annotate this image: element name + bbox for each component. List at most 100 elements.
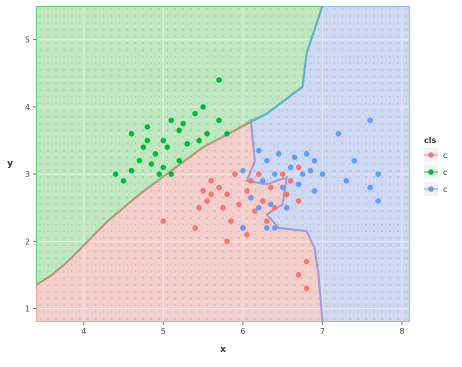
decision-boundaries xyxy=(36,6,410,322)
mesh-dots xyxy=(39,8,407,320)
data-point-class-2 xyxy=(335,130,342,137)
data-point-class-1 xyxy=(180,120,187,127)
data-point-class-2 xyxy=(279,184,286,191)
data-point-class-1 xyxy=(136,157,143,164)
legend-key-point xyxy=(428,169,434,175)
data-point-class-2 xyxy=(239,224,246,231)
data-point-class-1 xyxy=(112,171,119,177)
data-point-class-0 xyxy=(196,204,202,211)
data-point-class-0 xyxy=(208,177,214,184)
region-2 xyxy=(246,6,410,322)
data-point-class-2 xyxy=(283,204,290,211)
data-point-class-2 xyxy=(303,150,310,157)
legend-label: c xyxy=(443,168,447,177)
data-point-class-2 xyxy=(255,147,262,154)
y-tick-label: 5 xyxy=(25,36,30,45)
data-point-class-2 xyxy=(311,157,318,164)
data-point-class-0 xyxy=(243,187,250,194)
data-point-class-1 xyxy=(160,164,167,171)
data-point-class-2 xyxy=(271,171,278,177)
data-point-class-1 xyxy=(128,167,135,174)
data-point-class-1 xyxy=(120,177,127,184)
data-point-class-1 xyxy=(156,171,163,177)
data-point-class-0 xyxy=(231,171,238,177)
data-point-class-0 xyxy=(235,201,242,208)
data-point-class-0 xyxy=(303,258,310,265)
data-point-class-0 xyxy=(220,204,226,211)
data-point-class-2 xyxy=(259,177,266,184)
data-point-class-0 xyxy=(287,177,294,184)
data-point-class-2 xyxy=(271,224,278,231)
data-point-class-1 xyxy=(152,150,159,157)
data-point-class-2 xyxy=(299,171,306,177)
data-point-class-1 xyxy=(164,144,171,151)
data-point-class-1 xyxy=(216,117,222,124)
data-point-class-1 xyxy=(160,137,167,144)
data-point-class-0 xyxy=(251,208,258,214)
data-point-class-2 xyxy=(311,187,318,194)
data-point-class-2 xyxy=(263,157,270,164)
data-point-class-2 xyxy=(263,224,270,231)
legend-title: cls xyxy=(424,136,436,145)
data-point-class-2 xyxy=(343,177,350,184)
region-boundary-2 xyxy=(245,6,410,322)
data-point-class-0 xyxy=(267,184,274,191)
legend-label: c xyxy=(443,151,447,160)
x-tick-label: 5 xyxy=(161,327,166,336)
y-tick-label: 3 xyxy=(25,170,30,179)
data-point-class-0 xyxy=(224,238,230,245)
data-point-class-2 xyxy=(375,198,382,204)
data-point-class-0 xyxy=(259,198,266,204)
legend-key-point xyxy=(428,152,434,158)
data-point-class-0 xyxy=(247,177,254,184)
data-point-class-1 xyxy=(144,137,151,144)
y-tick-label: 2 xyxy=(25,237,30,246)
data-point-class-1 xyxy=(140,144,147,151)
region-1 xyxy=(36,6,323,285)
data-point-class-1 xyxy=(216,77,222,83)
legend-label: c xyxy=(443,185,447,194)
background-grid-dots xyxy=(39,8,407,320)
x-tick-label: 7 xyxy=(320,327,325,336)
data-point-class-2 xyxy=(275,150,282,157)
data-point-class-0 xyxy=(279,171,286,177)
data-point-class-0 xyxy=(271,204,278,211)
data-point-class-0 xyxy=(263,218,270,224)
data-point-class-1 xyxy=(128,130,135,137)
decision-regions xyxy=(36,6,410,322)
data-point-class-2 xyxy=(255,204,262,211)
data-point-class-0 xyxy=(295,164,302,171)
data-point-class-1 xyxy=(168,171,175,177)
data-point-class-0 xyxy=(160,218,167,224)
data-point-class-0 xyxy=(255,171,262,177)
x-tick-label: 4 xyxy=(81,327,86,336)
data-point-class-1 xyxy=(224,130,230,137)
data-point-class-1 xyxy=(148,161,155,167)
data-point-class-0 xyxy=(228,218,234,224)
data-point-class-0 xyxy=(208,191,214,198)
data-point-class-2 xyxy=(287,164,294,171)
legend: cls ccc xyxy=(424,136,447,196)
data-point-class-2 xyxy=(367,117,374,124)
y-tick-label: 4 xyxy=(25,103,30,112)
data-point-class-1 xyxy=(184,140,191,147)
data-point-class-0 xyxy=(243,231,250,238)
data-point-class-2 xyxy=(367,184,374,191)
data-point-class-2 xyxy=(239,167,246,174)
data-point-class-1 xyxy=(144,124,151,130)
data-point-class-0 xyxy=(283,191,290,198)
data-point-class-0 xyxy=(204,198,210,204)
x-tick-label: 8 xyxy=(399,327,404,336)
data-point-class-2 xyxy=(295,181,302,188)
data-point-class-0 xyxy=(200,187,206,194)
region-0 xyxy=(36,120,323,322)
data-point-class-2 xyxy=(267,201,274,208)
data-point-class-0 xyxy=(295,271,302,278)
x-tick-label: 6 xyxy=(240,327,245,336)
data-point-class-0 xyxy=(303,285,310,292)
legend-key-point xyxy=(428,186,434,192)
x-axis-title: x xyxy=(220,345,226,355)
data-point-class-0 xyxy=(224,191,230,198)
